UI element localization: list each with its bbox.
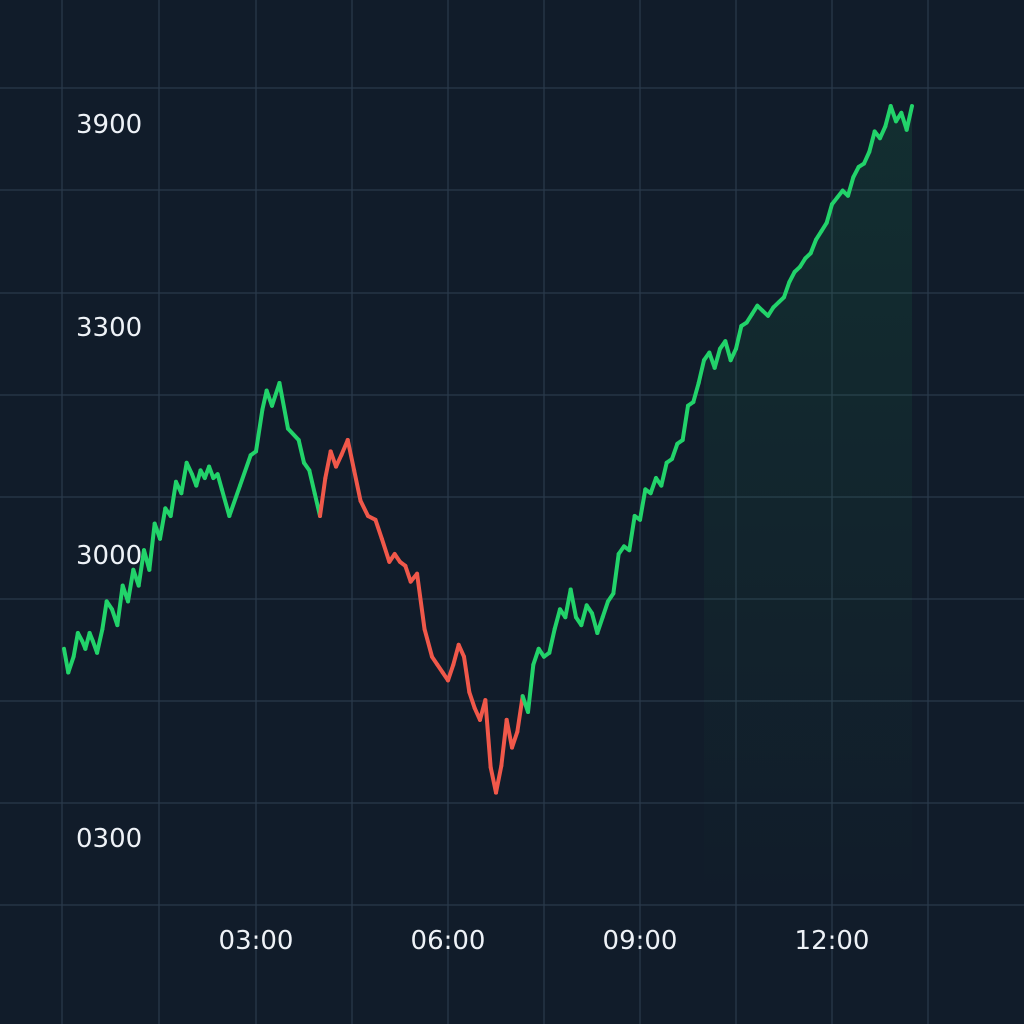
series-area-fill [704,106,912,906]
series-segment [782,280,792,300]
series-segment [95,627,105,655]
series-segment [504,717,514,750]
series-segment [254,407,265,454]
series-segment [552,607,562,632]
series-segment [158,506,168,541]
series-segment [568,587,578,620]
x-tick-label: 06:00 [411,926,486,956]
series-segment [446,662,456,683]
series-segment [66,654,76,675]
series-segment [422,627,434,659]
series-segment [659,460,669,488]
series-segment [600,599,610,620]
series-segment [215,472,224,492]
series-segment [627,514,637,553]
series-segment [526,662,536,714]
series-segment [415,571,427,632]
series-segment [451,642,461,667]
series-segment [219,487,232,518]
series-segment [515,694,525,734]
series-segment [483,698,493,770]
y-tick-label: 3300 [76,313,142,343]
series-segment [638,487,648,522]
series-segment [358,498,370,518]
series-segment [494,763,504,795]
series-segment [462,654,472,695]
series-segment [379,536,392,564]
series-segment [696,358,706,385]
series-segment [867,129,877,154]
series-segment [467,690,477,711]
series-segment [579,603,589,628]
series-segment [547,627,557,655]
series-segment [904,104,914,132]
series-segment [824,202,834,225]
series-segment [648,476,658,496]
series-line [62,104,914,795]
y-tick-label: 3000 [76,541,142,571]
series-segment [595,615,605,635]
series-segment [238,453,253,488]
series-segment [888,104,898,124]
series-segment [691,381,701,404]
series-segment [323,449,333,480]
x-tick-label: 09:00 [603,926,678,956]
series-segment [307,468,317,496]
x-tick-label: 12:00 [795,926,870,956]
series-segment [352,468,363,503]
series-segment [611,552,621,596]
series-segment [286,426,301,442]
x-tick-label: 03:00 [219,926,294,956]
series-segment [126,567,136,604]
series-segment [510,729,520,750]
series-segment [712,346,722,370]
series-segment [808,237,818,256]
series-segment [334,453,344,469]
series-segment [373,517,384,541]
series-segment [100,599,109,632]
series-segment [277,381,290,431]
series-segment [680,403,690,442]
series-segment [846,175,856,198]
series-segment [723,339,733,363]
series-segment [184,460,194,477]
y-tick-label: 0300 [76,824,142,854]
series-segment [147,521,157,572]
series-segment [345,438,357,473]
series-segment [227,483,242,518]
series-segment [734,324,744,351]
series-segment [531,646,541,667]
series-segment [318,476,328,518]
y-tick-label: 3900 [76,110,142,140]
series-segment [670,441,680,461]
series-segment [499,717,509,768]
x-axis-labels: 03:00 06:00 09:00 12:00 [219,926,870,956]
series-segment [71,631,80,659]
series-segment [456,642,466,659]
series-segment [728,346,738,363]
series-segment [296,438,306,465]
series-segment [136,548,146,588]
series-segment [179,460,189,496]
series-segment [403,563,413,584]
series-segment [115,583,125,628]
series-segment [168,479,178,518]
series-segment [878,124,888,141]
y-axis-labels: 3900 3300 3000 0300 [76,110,142,854]
series-segment [862,149,872,166]
